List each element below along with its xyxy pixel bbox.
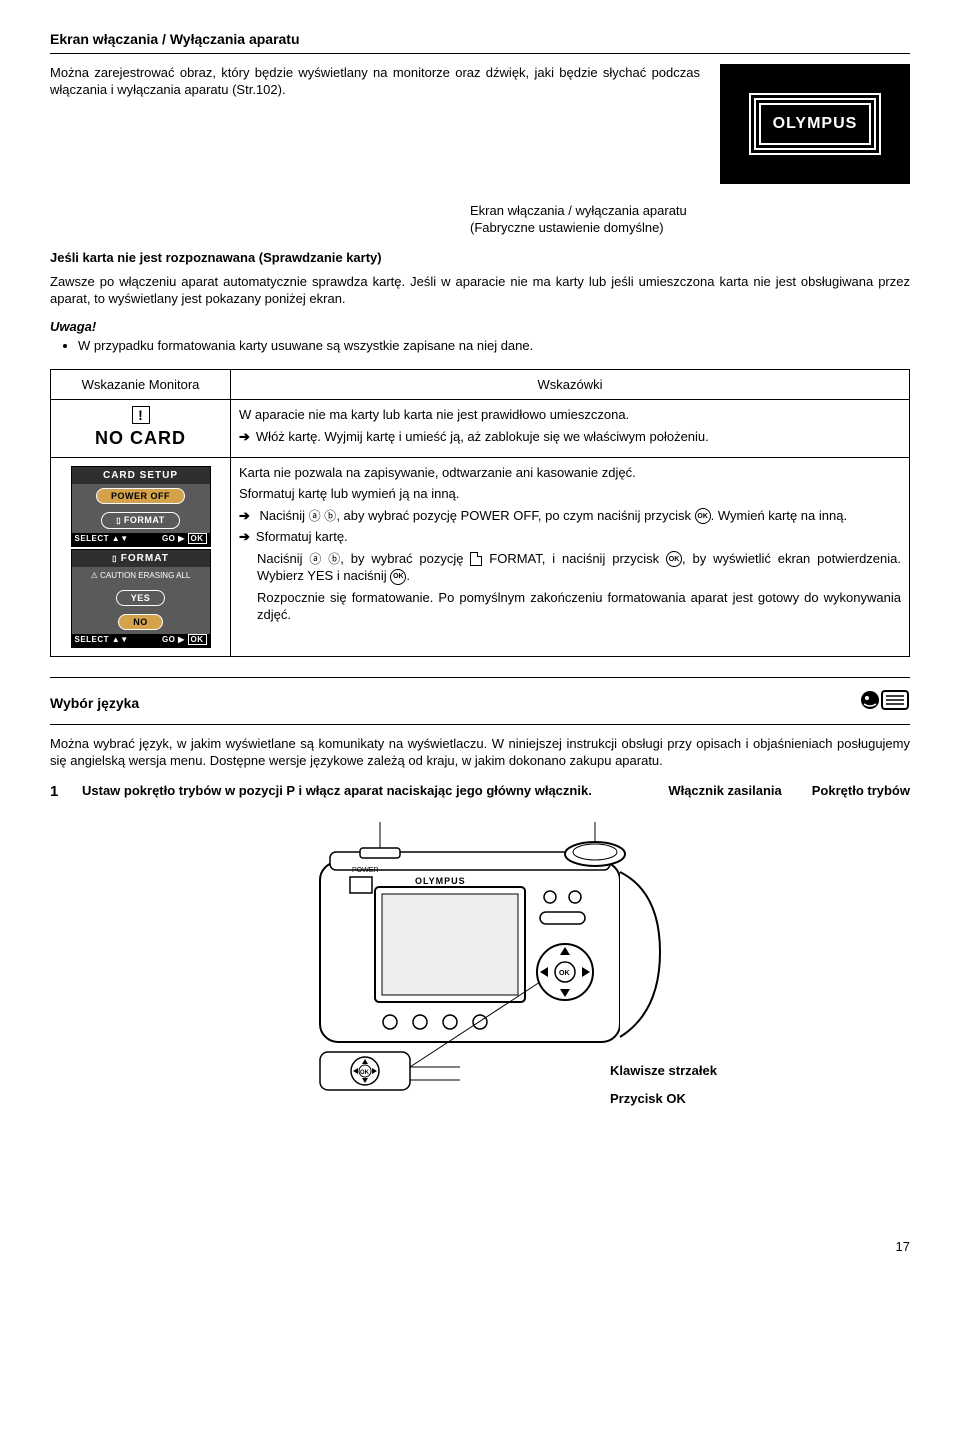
step-1-row: 1 Ustaw pokrętło trybów w pozycji P i wł…	[50, 782, 910, 802]
fmt-p6: Rozpocznie się formatowanie. Po pomyślny…	[257, 589, 901, 624]
fmt-p5: Naciśnij ⓐ ⓑ, by wybrać pozycję FORMAT, …	[257, 550, 901, 585]
cell-format-tips: Karta nie pozwala na zapisywanie, odtwar…	[231, 457, 910, 657]
lcd2-opt-no: NO	[118, 614, 163, 630]
divider	[50, 53, 910, 54]
lcd1-title: CARD SETUP	[72, 467, 210, 485]
page-number: 17	[50, 1238, 910, 1256]
note-label: Uwaga!	[50, 318, 910, 336]
label-power-switch: Włącznik zasilania	[668, 782, 781, 802]
lcd1-opt-format: ▯ FORMAT	[101, 512, 179, 529]
lcd1-go: GO	[162, 534, 175, 543]
note-list: W przypadku formatowania karty usuwane s…	[78, 337, 910, 355]
svg-text:OLYMPUS: OLYMPUS	[415, 876, 466, 886]
fmt-p2: Sformatuj kartę lub wymień ją na inną.	[239, 485, 901, 503]
fmt-p4: Sformatuj kartę.	[239, 528, 901, 546]
section-title-language: Wybór języka	[50, 694, 139, 713]
camera-illustration: POWER OK OLYMPUS OK	[50, 812, 910, 1232]
lcd2-select: SELECT	[75, 635, 110, 644]
label-arrow-keys: Klawisze strzałek	[610, 1062, 717, 1080]
step-number: 1	[50, 782, 70, 802]
logo-caption: Ekran włączania / wyłączania aparatu (Fa…	[470, 202, 910, 237]
ok-button-icon-2: OK	[666, 551, 682, 567]
lcd2-warn: CAUTION ERASING ALL	[100, 571, 190, 580]
svg-text:OK: OK	[559, 970, 570, 977]
label-ok-button: Przycisk OK	[610, 1090, 686, 1108]
camera-svg: POWER OK OLYMPUS OK	[260, 812, 700, 1092]
cell-lcd-screens: CARD SETUP POWER OFF ▯ FORMAT SELECT ▲▼ …	[51, 457, 231, 657]
card-check-paragraph: Zawsze po włączeniu aparat automatycznie…	[50, 273, 910, 308]
down-icon-2: ⓑ	[328, 551, 340, 567]
intro-paragraph: Można zarejestrować obraz, który będzie …	[50, 64, 700, 99]
card-icon	[470, 552, 482, 566]
lang-paragraph: Można wybrać język, w jakim wyświetlane …	[50, 735, 910, 770]
monitor-table: Wskazanie Monitora Wskazówki ! NO CARD W…	[50, 369, 910, 657]
note-item: W przypadku formatowania karty usuwane s…	[78, 337, 910, 355]
cell-no-card: ! NO CARD	[51, 400, 231, 457]
no-card-text: NO CARD	[95, 428, 186, 448]
lcd1-select: SELECT	[75, 534, 110, 543]
logo-text: OLYMPUS	[773, 115, 858, 132]
col-header-tips: Wskazówki	[231, 369, 910, 400]
ok-button-icon-3: OK	[390, 569, 406, 585]
svg-text:OK: OK	[360, 1070, 370, 1076]
svg-text:POWER: POWER	[352, 867, 378, 874]
col-header-monitor: Wskazanie Monitora	[51, 369, 231, 400]
divider-3	[50, 724, 910, 725]
fmt-p1: Karta nie pozwala na zapisywanie, odtwar…	[239, 464, 901, 482]
no-card-p2: Włóż kartę. Wyjmij kartę i umieść ją, aż…	[239, 428, 901, 446]
lcd-format: ▯ FORMAT ⚠ CAUTION ERASING ALL YES NO SE…	[71, 549, 211, 648]
down-icon: ⓑ	[324, 508, 336, 524]
language-menu-icon	[860, 688, 910, 720]
up-icon-2: ⓐ	[309, 551, 321, 567]
no-card-p1: W aparacie nie ma karty lub karta nie je…	[239, 406, 901, 424]
lcd1-ok: OK	[188, 533, 207, 544]
warning-icon: !	[132, 406, 150, 424]
up-icon: ⓐ	[309, 508, 321, 524]
step-text: Ustaw pokrętło trybów w pozycji P i włąc…	[82, 782, 656, 802]
label-mode-dial: Pokrętło trybów	[812, 782, 910, 802]
ok-button-icon: OK	[695, 508, 711, 524]
lcd2-opt-yes: YES	[116, 590, 166, 606]
section-title-power-screen: Ekran włączania / Wyłączania aparatu	[50, 30, 910, 49]
caption-line2: (Fabryczne ustawienie domyślne)	[470, 219, 910, 237]
card-check-heading: Jeśli karta nie jest rozpoznawana (Spraw…	[50, 249, 910, 267]
lcd2-ok: OK	[188, 634, 207, 645]
divider-2	[50, 677, 910, 678]
olympus-logo: OLYMPUS	[720, 64, 910, 184]
lcd1-opt-poweroff: POWER OFF	[96, 488, 185, 504]
caption-line1: Ekran włączania / wyłączania aparatu	[470, 202, 910, 220]
lcd-card-setup: CARD SETUP POWER OFF ▯ FORMAT SELECT ▲▼ …	[71, 466, 211, 547]
lcd2-title: ▯ FORMAT	[72, 550, 210, 568]
fmt-p3: Naciśnij ⓐ ⓑ, aby wybrać pozycję POWER O…	[239, 507, 901, 525]
lcd2-go: GO	[162, 635, 175, 644]
cell-no-card-tips: W aparacie nie ma karty lub karta nie je…	[231, 400, 910, 457]
intro-row: Można zarejestrować obraz, który będzie …	[50, 64, 910, 184]
